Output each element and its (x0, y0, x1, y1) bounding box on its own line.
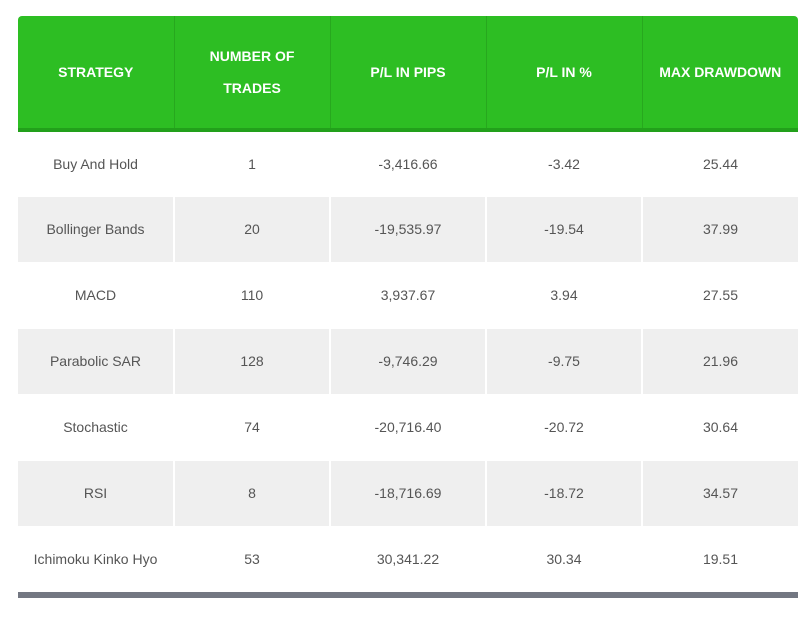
table-row: Parabolic SAR 128 -9,746.29 -9.75 21.96 (18, 327, 798, 395)
table-cell: 30.64 (641, 394, 798, 460)
table-cell: RSI (18, 459, 174, 527)
table-row: Buy And Hold 1 -3,416.66 -3.42 25.44 (18, 130, 798, 196)
table-cell: -9.75 (485, 327, 642, 395)
table-cell: 74 (173, 394, 330, 460)
table-cell: -18.72 (485, 459, 642, 527)
table-cell: 3,937.67 (329, 262, 486, 328)
header-cell: P/L IN % (485, 16, 642, 132)
table-row: Bollinger Bands 20 -19,535.97 -19.54 37.99 (18, 195, 798, 263)
table-row: RSI 8 -18,716.69 -18.72 34.57 (18, 459, 798, 527)
table-body: Buy And Hold 1 -3,416.66 -3.42 25.44 Bollinge… (18, 130, 798, 592)
table-cell: -19,535.97 (329, 195, 486, 263)
table-cell: 30.34 (485, 526, 642, 592)
table-cell: 21.96 (641, 327, 798, 395)
header-row: STRATEGY NUMBER OF TRADES P/L IN PIPS P/L I… (18, 16, 798, 132)
results-table: STRATEGY NUMBER OF TRADES P/L IN PIPS P/L I… (18, 16, 798, 592)
table-cell: 1 (173, 130, 330, 196)
header-cell: P/L IN PIPS (329, 16, 486, 132)
table-cell: 3.94 (485, 262, 642, 328)
table-cell: 8 (173, 459, 330, 527)
header-cell: MAX DRAWDOWN (641, 16, 798, 132)
table-cell: 53 (173, 526, 330, 592)
table-cell: 110 (173, 262, 330, 328)
header-cell: NUMBER OF TRADES (173, 16, 330, 132)
table-cell: 25.44 (641, 130, 798, 196)
table-cell: -3.42 (485, 130, 642, 196)
table-cell: Bollinger Bands (18, 195, 174, 263)
table-footer-bar (18, 592, 798, 598)
table-cell: -19.54 (485, 195, 642, 263)
table-cell: -20.72 (485, 394, 642, 460)
table-header: STRATEGY NUMBER OF TRADES P/L IN PIPS P/L I… (18, 16, 798, 132)
table-row: MACD 110 3,937.67 3.94 27.55 (18, 262, 798, 328)
table-row: Stochastic 74 -20,716.40 -20.72 30.64 (18, 394, 798, 460)
table-cell: Buy And Hold (53, 155, 138, 172)
header-cell: STRATEGY (18, 16, 174, 132)
table-cell: 19.51 (641, 526, 798, 592)
table-row: Ichimoku Kinko Hyo 53 30,341.22 30.34 19.51 (18, 526, 798, 592)
table-cell: 30,341.22 (329, 526, 486, 592)
table-wrap: STRATEGY NUMBER OF TRADES P/L IN PIPS P/L I… (18, 16, 798, 598)
table-cell: -3,416.66 (329, 130, 486, 196)
table-cell: MACD (74, 287, 117, 303)
table-cell: 34.57 (641, 459, 798, 527)
table-cell: 27.55 (641, 262, 798, 328)
table-cell: Ichimoku Kinko Hyo (33, 551, 158, 568)
table-cell: -9,746.29 (329, 327, 486, 395)
table-cell: -20,716.40 (329, 394, 486, 460)
table-cell: -18,716.69 (329, 459, 486, 527)
table-cell: Stochastic (63, 419, 128, 435)
table-cell: Parabolic SAR (18, 327, 174, 395)
table-cell: 37.99 (641, 195, 798, 263)
table-cell: 20 (173, 195, 330, 263)
table-cell: 128 (173, 327, 330, 395)
